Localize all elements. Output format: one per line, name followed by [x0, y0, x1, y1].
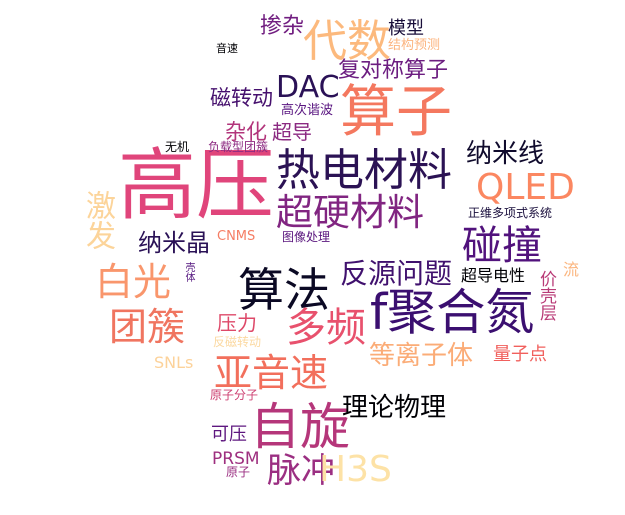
word-re-dian-cai-liao: 热电材料: [276, 145, 452, 196]
word-yuan-zi-fen-zi: 原子分子: [210, 388, 259, 402]
word-cnms: CNMS: [217, 229, 256, 244]
word-snls: SNLs: [154, 353, 194, 372]
word-gao-ci-xie-bo: 高次谐波: [281, 103, 334, 118]
word-fu-dui-cheng-suan-zi: 复对称算子: [338, 58, 449, 83]
word-duo-pin: 多频: [286, 305, 366, 351]
word-zheng-wei-duo-xiang-shi-xi-tong: 正维多项式系统: [468, 206, 553, 220]
word-deng-li-zi-ti: 等离子体: [369, 341, 474, 371]
word-na-mi-xian: 纳米线: [466, 139, 545, 169]
word-suan-zi: 算子: [340, 80, 452, 145]
word-chao-dao: 超导: [272, 120, 312, 144]
word-suan-fa: 算法: [238, 263, 330, 317]
word-ji-fa: 激发: [80, 190, 115, 250]
word-ke-ya: 可压: [211, 424, 247, 445]
word-qled: QLED: [476, 167, 575, 208]
word-tuan-cu: 团簇: [109, 305, 186, 349]
word-peng-zhuang: 碰撞: [462, 223, 542, 269]
word-prsm: PRSM: [212, 449, 260, 469]
word-dai-shu: 代数: [303, 16, 391, 67]
word-jia-ke-ceng: 价壳层: [536, 270, 556, 321]
word-mo-xing: 模型: [388, 18, 424, 39]
word-h3s: H3S: [319, 449, 392, 490]
word-gao-ya: 高压: [118, 141, 275, 231]
word-fan-yuan-wen-ti: 反源问题: [340, 257, 453, 290]
word-liang-zi-dian: 量子点: [493, 344, 547, 365]
word-li-lun-wu-li: 理论物理: [342, 393, 447, 423]
word-za-hua: 杂化: [225, 120, 267, 144]
word-liu: 流: [563, 260, 580, 279]
word-mai-chong: 脉冲: [267, 451, 335, 491]
word-na-mi-jing: 纳米晶: [138, 229, 210, 257]
word-ci-zhuan-dong: 磁转动: [210, 86, 273, 110]
word-ke-ti: 壳体: [183, 262, 194, 282]
word-yin-su: 音速: [216, 42, 238, 55]
word-f-ju-he-dan: f聚合氮: [370, 284, 535, 341]
word-zi-xuan: 自旋: [250, 398, 350, 456]
word-bai-guang: 白光: [95, 260, 172, 304]
word-chao-ying-cai-liao: 超硬材料: [276, 191, 424, 234]
word-yuan-zi: 原子: [226, 465, 251, 479]
word-fu-zai-xing-tuan-cu: 负载型团簇: [208, 140, 269, 154]
word-chan-za: 掺杂: [260, 14, 305, 39]
word-fan-ci-zhuan-dong: 反磁转动: [213, 335, 262, 349]
word-chao-dao-dian-xing: 超导电性: [461, 266, 526, 285]
word-wu-ji: 无机: [165, 140, 190, 154]
word-ya-li: 压力: [217, 311, 257, 335]
word-tu-xiang-chu-li: 图像处理: [282, 230, 331, 244]
word-ya-yin-su: 亚音速: [214, 351, 329, 395]
word-jie-gou-yu-ce: 结构预测: [388, 38, 441, 53]
word-dac: DAC: [276, 70, 340, 105]
